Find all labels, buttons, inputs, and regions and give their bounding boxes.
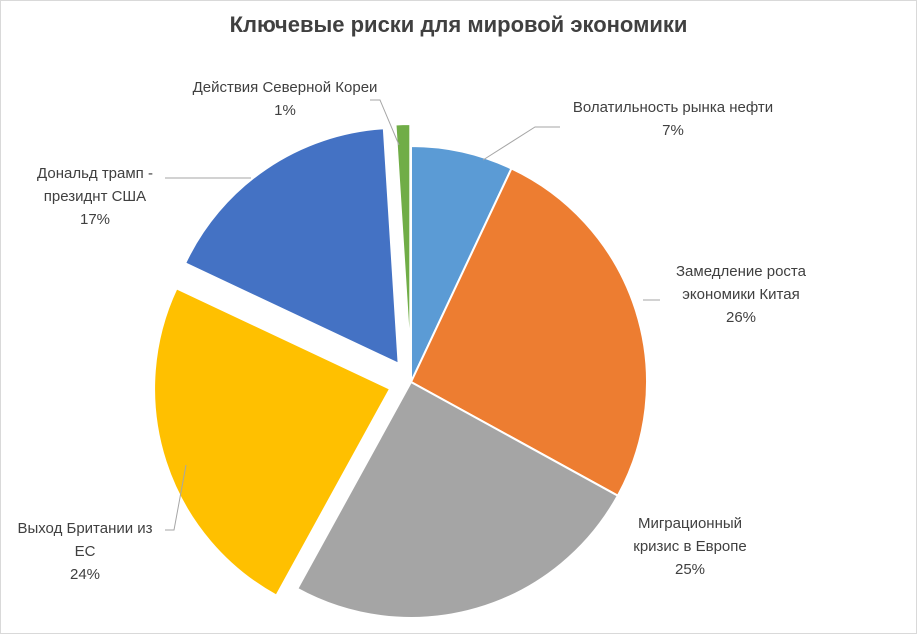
leader-line — [482, 126, 560, 161]
data-label-percent: 24% — [70, 566, 100, 583]
data-label-category: Миграционный — [638, 515, 742, 532]
chart-title: Ключевые риски для мировой экономики — [229, 12, 688, 37]
data-label-category: президнт США — [44, 188, 146, 205]
data-labels: Волатильность рынка нефти 7% Замедление ро… — [17, 79, 806, 583]
pie-slice — [394, 123, 412, 361]
data-label-category: ЕС — [75, 543, 96, 560]
data-label-category: Выход Британии из — [17, 520, 152, 537]
data-label-category: экономики Китая — [682, 286, 799, 303]
pie-slice — [183, 127, 400, 366]
data-label-percent: 25% — [675, 561, 705, 578]
leader-line — [165, 464, 187, 531]
leader-lines — [165, 99, 660, 531]
data-label: Волатильность рынка нефти 7% — [573, 99, 773, 139]
data-label-percent: 17% — [80, 211, 110, 228]
data-label-category: Волатильность рынка нефти — [573, 99, 773, 116]
data-label-category: Действия Северной Кореи — [193, 79, 378, 96]
pie-slice — [295, 380, 620, 619]
pie-slice — [410, 144, 513, 383]
data-label-category: Дональд трамп - — [37, 165, 153, 182]
data-label-category: Замедление роста — [676, 263, 807, 280]
data-label-percent: 7% — [662, 122, 684, 139]
leader-line — [370, 99, 400, 146]
data-label-percent: 26% — [726, 309, 756, 326]
data-label: Действия Северной Кореи 1% — [193, 79, 378, 119]
pie-slices — [153, 123, 648, 619]
data-label: Замедление роста экономики Китая 26% — [676, 263, 807, 326]
pie-slice — [153, 286, 392, 597]
data-label: Выход Британии из ЕС 24% — [17, 520, 152, 583]
data-label-category: кризис в Европе — [633, 538, 746, 555]
data-label: Миграционный кризис в Европе 25% — [633, 515, 746, 578]
data-label-percent: 1% — [274, 102, 296, 119]
data-label: Дональд трамп - президнт США 17% — [37, 165, 153, 228]
